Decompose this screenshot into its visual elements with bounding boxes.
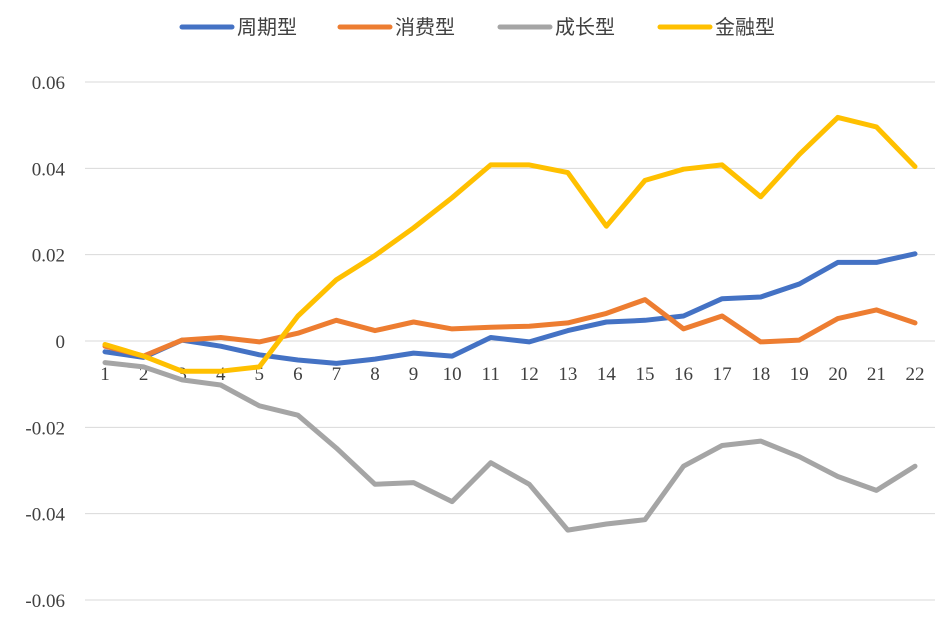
x-tick-label: 5	[255, 364, 265, 385]
x-tick-label: 6	[293, 364, 303, 385]
x-tick-label: 12	[520, 364, 539, 385]
legend-label: 周期型	[237, 15, 297, 39]
y-tick-label: 0	[56, 332, 66, 353]
x-tick-label: 7	[332, 364, 342, 385]
x-tick-label: 20	[828, 364, 847, 385]
x-tick-label: 19	[790, 364, 809, 385]
legend-label: 成长型	[555, 15, 615, 39]
x-tick-label: 11	[482, 364, 500, 385]
y-tick-label: -0.06	[25, 591, 65, 612]
x-tick-label: 16	[674, 364, 693, 385]
x-tick-label: 17	[713, 364, 732, 385]
x-tick-label: 9	[409, 364, 419, 385]
legend: 周期型 消费型 成长型 金融型	[179, 15, 775, 39]
y-tick-label: -0.02	[25, 418, 65, 439]
y-tick-label: 0.04	[32, 159, 66, 180]
x-tick-label: 22	[905, 364, 924, 385]
x-tick-label: 14	[597, 364, 617, 385]
x-axis-tick-labels: 1 2 3 4 5 6 7 8 9 10 11 12 13 14 15 16 17 18 19 20 21 22	[100, 364, 924, 385]
series-line-1	[102, 251, 918, 366]
series-lines	[102, 114, 918, 533]
x-tick-label: 1	[100, 364, 110, 385]
x-tick-label: 21	[867, 364, 886, 385]
gridlines	[85, 81, 935, 601]
series-line-3	[102, 360, 918, 533]
x-tick-label: 3	[177, 364, 187, 385]
x-tick-label: 15	[635, 364, 654, 385]
legend-label: 消费型	[395, 15, 455, 39]
y-axis-tick-labels: 0.06 0.04 0.02 0 -0.02 -0.04 -0.06	[25, 73, 65, 612]
x-tick-label: 2	[139, 364, 149, 385]
y-tick-label: 0.02	[32, 246, 65, 267]
x-tick-label: 4	[216, 364, 226, 385]
x-tick-label: 18	[751, 364, 770, 385]
series-line-2	[102, 297, 918, 359]
x-tick-label: 10	[443, 364, 462, 385]
series-line-4	[102, 114, 918, 374]
legend-label: 金融型	[715, 15, 775, 39]
x-tick-label: 8	[370, 364, 380, 385]
y-tick-label: -0.04	[25, 505, 65, 526]
y-tick-label: 0.06	[32, 73, 65, 94]
x-tick-label: 13	[558, 364, 577, 385]
